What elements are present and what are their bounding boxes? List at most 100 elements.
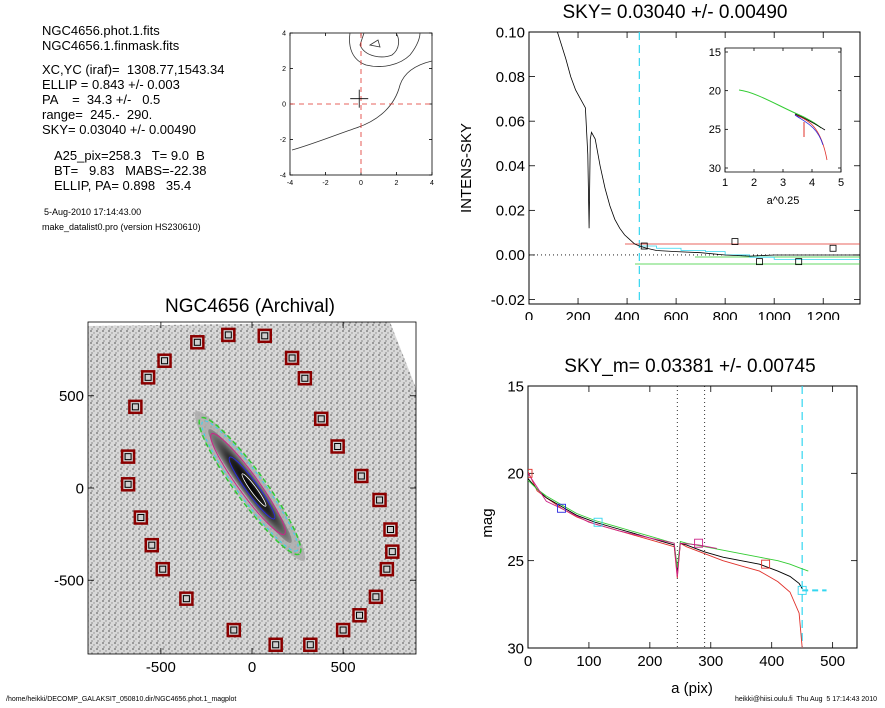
image-sky-box bbox=[368, 589, 384, 605]
contour-ytick-label: -2 bbox=[280, 137, 286, 144]
mag-box-marker bbox=[761, 559, 771, 569]
position-angle: PA = 34.3 +/- 0.5 bbox=[42, 92, 161, 107]
mag-series-magenta bbox=[528, 473, 717, 577]
image-sky-box-inner bbox=[301, 374, 309, 382]
image-sky-box bbox=[372, 492, 387, 508]
ellip-pa-info: ELLIP, PA= 0.898 35.4 bbox=[54, 178, 192, 193]
ellipticity: ELLIP = 0.843 +/- 0.003 bbox=[42, 77, 180, 92]
mag-xlabel: a (pix) bbox=[671, 680, 713, 697]
image-sky-box bbox=[190, 335, 205, 350]
inset-ytick-label: 15 bbox=[709, 47, 721, 59]
contour-xtick-label: 0 bbox=[359, 180, 363, 187]
image-sky-box bbox=[120, 477, 136, 492]
image-sky-box bbox=[155, 561, 170, 577]
mag-profile-plot: 0 100 200 300 400 500 15 20 25 30 mag a (pix) bbox=[479, 378, 858, 697]
image-sky-box bbox=[257, 328, 273, 344]
program-name: make_datalist0.pro (version HS230610) bbox=[42, 222, 201, 232]
sky-xtick-label: 600 bbox=[664, 309, 689, 320]
image-sky-box bbox=[303, 637, 318, 653]
a25-info: A25_pix=258.3 T= 9.0 B bbox=[54, 148, 205, 163]
image-sky-box-inner bbox=[182, 595, 190, 603]
mag-box-marker bbox=[528, 468, 533, 478]
inset-xtick-label: 4 bbox=[809, 177, 815, 189]
inset-ytick-label: 30 bbox=[709, 163, 721, 175]
mag-series-black bbox=[528, 478, 803, 589]
inset-xtick-label: 3 bbox=[780, 177, 786, 189]
mag-box-marker bbox=[557, 503, 566, 513]
sky-ytick-label: -0.02 bbox=[491, 292, 525, 309]
image-sky-box-inner bbox=[383, 565, 391, 573]
mag-xtick-label: 100 bbox=[576, 653, 601, 670]
image-sky-box bbox=[144, 537, 160, 553]
image-sky-box-inner bbox=[124, 453, 132, 461]
sky-title: SKY= 0.03040 +/- 0.00490 bbox=[562, 2, 788, 23]
inset-ytick-label: 25 bbox=[709, 124, 721, 136]
inset-xtick-label: 1 bbox=[722, 177, 728, 189]
mag-ytick-label: 20 bbox=[507, 466, 524, 483]
image-sky-box-inner bbox=[317, 415, 325, 423]
mag-title: SKY_m= 0.03381 +/- 0.00745 bbox=[564, 356, 816, 377]
image-sky-box-inner bbox=[357, 472, 365, 480]
image-sky-box-inner bbox=[356, 611, 364, 619]
image-sky-box bbox=[297, 371, 313, 386]
image-ytick-label: 500 bbox=[59, 388, 84, 405]
image-sky-box bbox=[133, 510, 149, 525]
sky-box-marker bbox=[731, 238, 739, 245]
sky-xtick-label: 0 bbox=[525, 309, 533, 320]
image-sky-box-inner bbox=[193, 338, 201, 346]
image-sky-box-inner bbox=[224, 331, 232, 339]
image-title: NGC4656 (Archival) bbox=[165, 296, 335, 317]
mag-ytick-label: 25 bbox=[507, 553, 524, 570]
sky-box-marker bbox=[795, 258, 803, 266]
image-sky-box bbox=[221, 327, 236, 343]
image-sky-box bbox=[120, 449, 136, 464]
contour-xtick-label: 2 bbox=[395, 180, 399, 187]
sky-value: SKY= 0.03040 +/- 0.00490 bbox=[42, 122, 196, 137]
footer-path: /home/heikki/DECOMP_GALAKSIT_050810.dir/… bbox=[6, 696, 237, 703]
image-xtick-label: 500 bbox=[331, 659, 356, 676]
image-sky-box-inner bbox=[137, 514, 145, 522]
image-sky-box-inner bbox=[306, 641, 314, 649]
image-sky-box bbox=[383, 522, 398, 537]
mag-xtick-label: 500 bbox=[820, 653, 845, 670]
range: range= 245.- 290. bbox=[42, 107, 153, 122]
contour-ytick-label: 0 bbox=[282, 101, 286, 108]
inset-plot: 1 2 3 4 5 15 20 25 30 a^0.25 bbox=[709, 47, 844, 207]
contour-xtick-label: -2 bbox=[322, 180, 328, 187]
bt-info: BT= 9.83 MABS=-22.38 bbox=[54, 163, 207, 178]
sky-box-marker bbox=[829, 244, 837, 252]
image-sky-box bbox=[330, 439, 345, 454]
mag-series-red bbox=[528, 471, 803, 648]
image-sky-box-inner bbox=[148, 541, 156, 549]
image-sky-box bbox=[179, 591, 194, 606]
sky-xtick-label: 1000 bbox=[757, 309, 790, 320]
image-sky-box bbox=[268, 637, 283, 653]
image-sky-box-inner bbox=[161, 357, 169, 365]
file-name: NGC4656.phot.1.fits bbox=[42, 23, 160, 38]
mag-xtick-label: 300 bbox=[698, 653, 723, 670]
image-sky-box bbox=[226, 622, 242, 638]
sky-profile-line bbox=[556, 32, 860, 257]
image-sky-box bbox=[140, 370, 156, 385]
sky-cyan-step bbox=[639, 245, 860, 260]
sky-box-marker bbox=[640, 242, 648, 250]
mag-ylabel: mag bbox=[479, 508, 496, 537]
image-sky-box-inner bbox=[131, 403, 139, 411]
sky-ytick-label: 0.02 bbox=[496, 203, 525, 220]
date-stamp: 5-Aug-2010 17:14:43.00 bbox=[44, 207, 142, 217]
image-xtick-label: 0 bbox=[248, 659, 256, 676]
contour-xtick-label: -4 bbox=[287, 180, 293, 187]
image-sky-box-inner bbox=[124, 480, 132, 488]
inset-xtick-label: 2 bbox=[751, 177, 757, 189]
image-sky-box bbox=[157, 353, 172, 368]
sky-ytick-label: 0.08 bbox=[496, 69, 525, 86]
mag-xtick-label: 400 bbox=[759, 653, 784, 670]
image-sky-box-inner bbox=[261, 332, 269, 340]
image-sky-box bbox=[379, 561, 395, 577]
mag-ytick-label: 30 bbox=[507, 640, 524, 657]
image-sky-box-inner bbox=[376, 496, 384, 504]
image-sky-box-inner bbox=[386, 526, 394, 533]
mag-xtick-label: 200 bbox=[637, 653, 662, 670]
sky-xtick-label: 200 bbox=[566, 309, 591, 320]
inset-ytick-label: 20 bbox=[709, 86, 721, 98]
